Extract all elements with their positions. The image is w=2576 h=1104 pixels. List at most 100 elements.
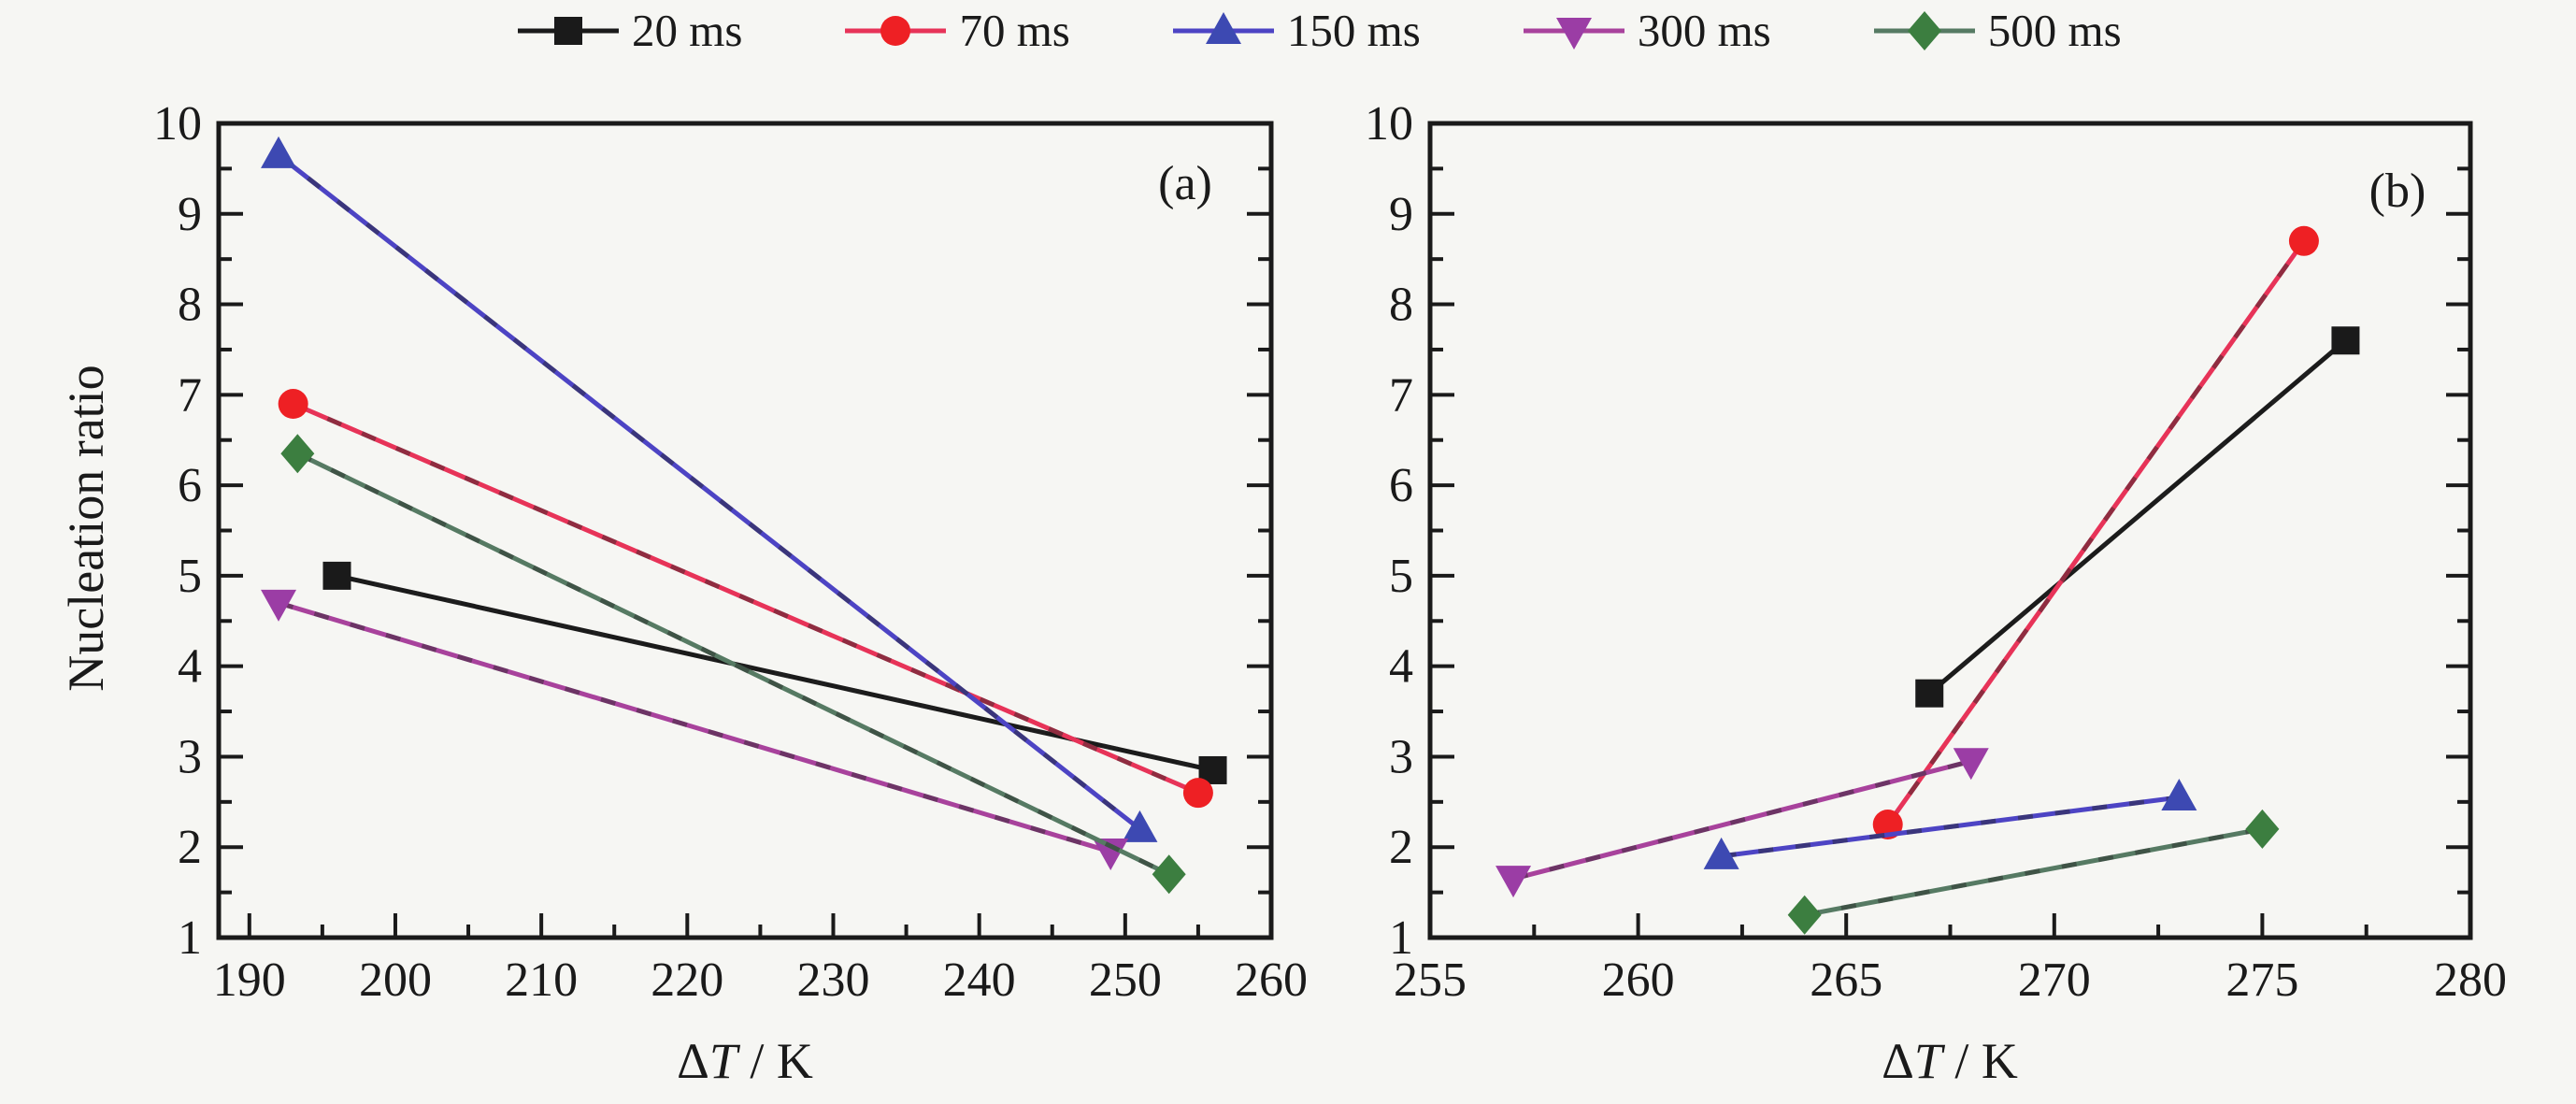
y-tick-label: 9 (1389, 188, 1413, 241)
x-tick-label: 260 (1235, 953, 1308, 1007)
legend-label-150ms: 150 ms (1286, 5, 1421, 56)
x-axis-delta: Δ (1882, 1033, 1914, 1089)
x-tick-label: 255 (1394, 953, 1467, 1007)
triangle-up-marker (1703, 837, 1739, 869)
series-line (277, 152, 1141, 831)
panel-b-series-150ms (1703, 778, 2197, 869)
y-tick-label: 7 (178, 368, 202, 422)
triangle-down-marker (1093, 839, 1129, 871)
y-tick-label: 1 (178, 911, 202, 965)
square-marker (1915, 679, 1944, 708)
diamond-marker (280, 434, 315, 474)
y-tick-label: 8 (178, 279, 202, 332)
series-line (292, 401, 1199, 796)
y-tick-label: 7 (1389, 368, 1413, 422)
panel-b-tick-labels: 255 260 265 270 275 280 1 2 3 4 5 6 7 8 9 10 (1365, 97, 2507, 1007)
series-line (278, 600, 1111, 854)
square-marker (554, 16, 582, 45)
x-tick-label: 250 (1089, 953, 1162, 1007)
triangle-up-marker (1122, 810, 1158, 842)
legend-label-500ms: 500 ms (1987, 5, 2122, 56)
y-tick-label: 4 (1389, 640, 1413, 694)
y-axis-title: Nucleation ratio (58, 365, 114, 692)
series-line-texture (1804, 826, 2263, 918)
panel-a-ticks (219, 122, 1273, 939)
x-axis-T: T (708, 1033, 737, 1089)
legend-item-70ms: 70 ms (843, 5, 1070, 56)
diamond-marker (1787, 895, 1822, 935)
panel-a: 190 200 210 220 230 240 250 260 1 2 3 4 5 6 7 8 9 10 (153, 97, 1308, 1007)
series-line-texture (1927, 338, 2348, 695)
circle-marker (1182, 778, 1213, 809)
circle-marker (2288, 225, 2319, 256)
diamond-marker (1907, 10, 1941, 50)
y-tick-label: 10 (153, 97, 202, 151)
panel-a-series-70ms (278, 389, 1213, 809)
x-tick-label: 260 (1602, 953, 1675, 1007)
triangle-down-marker (1953, 748, 1989, 781)
y-tick-label: 6 (178, 459, 202, 512)
y-tick-label: 4 (178, 640, 202, 694)
series-line-texture (277, 152, 1141, 831)
series-line (1885, 239, 2306, 826)
panel-a-series-300ms (261, 589, 1129, 871)
square-marker (2331, 326, 2360, 355)
series-line (296, 451, 1170, 877)
legend-label-20ms: 20 ms (632, 5, 743, 56)
triangle-up-marker (261, 136, 297, 168)
legend-label-300ms: 300 ms (1637, 5, 1771, 56)
triangle-down-marker (1555, 17, 1592, 50)
triangle-down-marker (1496, 866, 1532, 898)
panel-b-series-500ms (1787, 809, 2280, 935)
panel-b-ticks (1428, 122, 2472, 939)
legend-item-300ms: 300 ms (1522, 7, 1771, 53)
y-tick-label: 2 (178, 821, 202, 874)
y-tick-label: 10 (1365, 97, 1413, 151)
x-tick-label: 270 (2018, 953, 2091, 1007)
y-tick-label: 9 (178, 188, 202, 241)
series-line (1721, 795, 2180, 859)
panel-a-series-500ms (280, 434, 1186, 895)
x-tick-label: 275 (2225, 953, 2298, 1007)
circle-marker (278, 389, 308, 420)
diamond-marker (1152, 854, 1186, 895)
x-axis-unit: / K (1941, 1033, 2018, 1089)
legend-marker-500ms-icon (1873, 10, 1975, 50)
panel-a-series-150ms (261, 136, 1158, 842)
legend-marker-20ms-icon (518, 16, 619, 45)
legend-item-500ms: 500 ms (1872, 7, 2122, 53)
x-tick-label: 210 (505, 953, 578, 1007)
x-tick-label: 190 (213, 953, 286, 1007)
x-axis-unit: / K (737, 1033, 813, 1089)
y-tick-label: 1 (1389, 911, 1413, 965)
y-tick-label: 8 (1389, 279, 1413, 332)
series-line-texture (296, 451, 1170, 877)
x-axis-delta: Δ (677, 1033, 709, 1089)
series-line-texture (1721, 795, 2180, 859)
series-line (1927, 338, 2348, 695)
legend-marker-150ms-icon (1172, 11, 1274, 44)
panel-b-series-70ms (1872, 225, 2319, 840)
x-tick-label: 230 (796, 953, 869, 1007)
square-marker (322, 561, 351, 590)
y-tick-label: 6 (1389, 459, 1413, 512)
series-line (1804, 826, 2263, 918)
triangle-up-marker (2161, 778, 2197, 810)
legend-item-150ms: 150 ms (1171, 7, 1421, 53)
series-line-texture (1885, 239, 2306, 826)
x-tick-label: 200 (359, 953, 432, 1007)
panel-a-tag: (a) (1158, 157, 1212, 210)
panel-b-tag: (b) (2368, 165, 2426, 218)
panel-b: 255 260 265 270 275 280 1 2 3 4 5 6 7 8 9 10 (1365, 97, 2507, 1007)
series-line-texture (278, 600, 1111, 854)
y-tick-label: 3 (1389, 730, 1413, 783)
y-tick-label: 5 (1389, 550, 1413, 603)
y-tick-label: 2 (1389, 821, 1413, 874)
circle-marker (880, 15, 911, 46)
y-tick-label: 3 (178, 730, 202, 783)
panel-a-frame (216, 121, 1274, 940)
legend-label-70ms: 70 ms (959, 5, 1070, 56)
series-line-texture (1512, 758, 1972, 882)
x-axis-title-panel-a: ΔT / K (677, 1036, 813, 1086)
